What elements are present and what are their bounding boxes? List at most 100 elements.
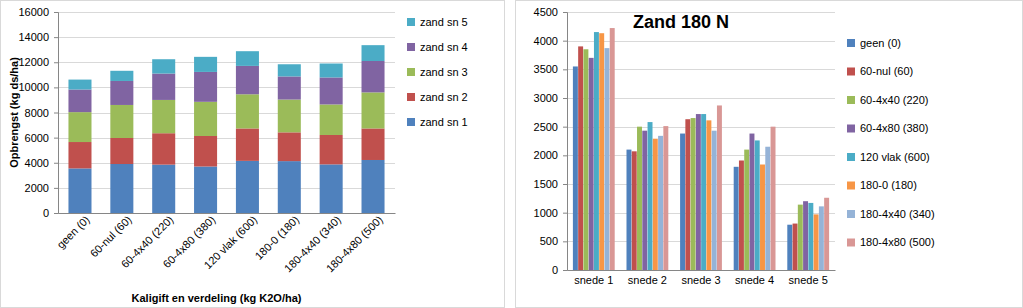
legend-label: geen (0) xyxy=(860,37,901,49)
bar xyxy=(808,203,813,270)
tick: 500 xyxy=(540,235,567,247)
bar-segment xyxy=(362,160,385,213)
bar xyxy=(658,136,663,270)
tick-label: snede 5 xyxy=(789,274,828,286)
bar-segment xyxy=(110,138,133,164)
bar-segment xyxy=(68,142,91,168)
tick-mark xyxy=(54,113,58,114)
bar xyxy=(814,214,819,270)
bar xyxy=(653,139,658,270)
tick-label: 180-4x80 (500) xyxy=(324,213,385,274)
grid-line xyxy=(58,138,395,139)
legend: geen (0)60-nul (60)60-4x40 (220)60-4x80 … xyxy=(847,37,935,249)
tick: 2500 xyxy=(534,121,567,133)
tick-mark xyxy=(563,41,567,42)
tick: 12000 xyxy=(18,56,58,68)
bar-segment xyxy=(152,59,175,73)
legend-label: 180-0 (180) xyxy=(860,179,917,191)
tick: 1500 xyxy=(534,178,567,190)
tick: 4000 xyxy=(534,35,567,47)
bar-segment xyxy=(320,164,343,213)
tick: 0 xyxy=(43,207,58,219)
chart: 050010001500200025003000350040004500sned… xyxy=(516,1,1023,308)
bar xyxy=(696,114,701,270)
legend-swatch xyxy=(407,93,415,101)
tick-mark xyxy=(563,12,567,13)
x-axis: geen (0)60-nul (60)60-4x40 (220)60-4x80 … xyxy=(54,213,395,275)
bar-segment xyxy=(320,104,343,135)
legend: zand sn 5zand sn 4zand sn 3zand sn 2zand… xyxy=(407,16,468,128)
tick-mark xyxy=(563,98,567,99)
tick-label: 6000 xyxy=(25,132,49,144)
legend-label: 180-4x80 (500) xyxy=(860,236,935,248)
bar-segment xyxy=(194,72,217,102)
bar-segment xyxy=(68,80,91,90)
bar xyxy=(589,58,594,270)
tick: snede 5 xyxy=(789,270,828,286)
bars xyxy=(573,28,829,270)
bar xyxy=(685,119,690,270)
bar-segment xyxy=(278,76,301,99)
legend-label: 60-4x80 (380) xyxy=(860,122,929,134)
bar-segment xyxy=(152,165,175,213)
legend-swatch xyxy=(847,39,855,47)
tick-mark xyxy=(563,184,567,185)
chart-frame xyxy=(516,1,1023,308)
bar-segment xyxy=(236,51,259,66)
bar-segment xyxy=(278,132,301,161)
tick: 0 xyxy=(552,264,567,276)
tick: 14000 xyxy=(18,31,58,43)
bar xyxy=(663,126,668,270)
bar xyxy=(648,122,653,270)
canvas: 0200040006000800010000120001400016000gee… xyxy=(0,0,1023,308)
bar-segment xyxy=(236,128,259,160)
bar xyxy=(632,151,637,270)
bar xyxy=(760,165,765,270)
bar xyxy=(712,131,717,270)
bar-segment xyxy=(110,71,133,81)
tick-mark xyxy=(54,188,58,189)
chart-title: Zand 180 N xyxy=(633,12,729,32)
tick-label: 3500 xyxy=(534,63,558,75)
bar-segment xyxy=(320,64,343,78)
tick-label: geen (0) xyxy=(54,213,91,250)
tick: 120 vlak (600) xyxy=(202,213,260,271)
tick-label: 0 xyxy=(552,264,558,276)
bar-segment xyxy=(194,136,217,167)
legend-swatch xyxy=(847,239,855,247)
legend-label: zand sn 4 xyxy=(420,41,468,53)
legend-label: 180-4x40 (340) xyxy=(860,208,935,220)
tick-label: 2500 xyxy=(534,121,558,133)
tick-label: 2000 xyxy=(25,182,49,194)
bar-segment xyxy=(236,161,259,213)
tick-label: 8000 xyxy=(25,107,49,119)
grid-line xyxy=(58,188,395,189)
tick: 8000 xyxy=(25,107,58,119)
tick-mark xyxy=(54,62,58,63)
bar xyxy=(594,32,599,270)
bar xyxy=(798,205,803,270)
bar-segment xyxy=(68,168,91,213)
bar xyxy=(642,131,647,270)
bar xyxy=(610,28,615,270)
axis-line xyxy=(563,13,568,271)
tick: snede 4 xyxy=(735,270,774,286)
grid-line xyxy=(58,87,395,88)
grid-line xyxy=(58,213,395,214)
tick-mark xyxy=(563,69,567,70)
legend-swatch xyxy=(407,118,415,126)
bar xyxy=(819,206,824,270)
tick-label: snede 1 xyxy=(574,274,613,286)
grid-line xyxy=(58,163,395,164)
bar xyxy=(824,198,829,270)
legend-swatch xyxy=(847,153,855,161)
bar-segment xyxy=(110,164,133,213)
tick-mark xyxy=(563,155,567,156)
axis-line xyxy=(568,270,836,271)
tick-label: 4000 xyxy=(534,35,558,47)
tick: 10000 xyxy=(18,81,58,93)
tick-label: 3000 xyxy=(534,92,558,104)
grid xyxy=(58,13,395,214)
tick-label: snede 2 xyxy=(628,274,667,286)
bar xyxy=(680,134,685,270)
